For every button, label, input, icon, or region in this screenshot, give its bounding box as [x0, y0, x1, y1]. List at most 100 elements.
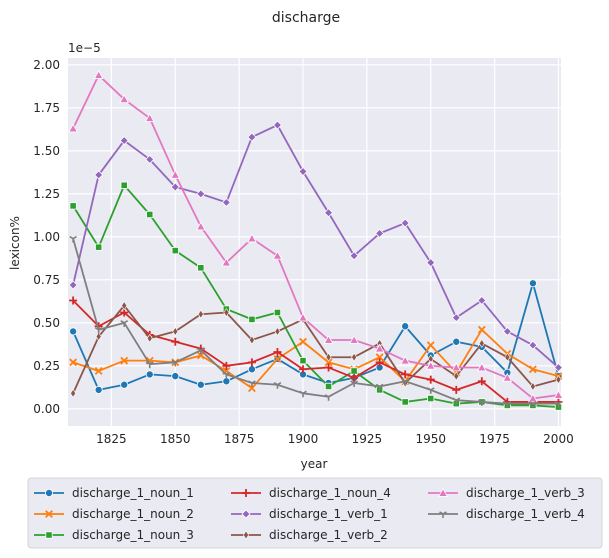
data-point	[452, 337, 461, 346]
legend-entry: discharge_1_verb_3	[428, 486, 585, 500]
data-point	[502, 326, 512, 336]
data-point	[69, 202, 77, 210]
legend-label: discharge_1_verb_2	[269, 528, 388, 542]
series-layer	[68, 70, 564, 411]
legend-entry: discharge_1_noun_4	[231, 486, 391, 500]
data-point	[324, 363, 333, 372]
data-point	[553, 362, 564, 373]
series-line	[72, 282, 560, 391]
y-tick-label: 2.00	[33, 58, 60, 72]
legend-label: discharge_1_verb_3	[466, 486, 585, 500]
legend-label: discharge_1_noun_1	[72, 486, 194, 500]
data-point	[426, 258, 436, 268]
data-point	[477, 399, 486, 406]
data-point	[323, 208, 334, 218]
data-point	[350, 373, 359, 382]
data-point	[324, 382, 333, 391]
data-point	[223, 307, 230, 318]
data-point	[478, 338, 485, 349]
data-point	[120, 181, 128, 189]
data-point	[528, 393, 538, 403]
y-tick-label: 1.25	[33, 187, 60, 201]
data-point	[247, 365, 256, 374]
data-point	[248, 335, 255, 345]
data-point	[94, 367, 103, 375]
x-tick-label: 1825	[96, 432, 127, 446]
series-line	[72, 124, 560, 369]
y-axis-label: lexicon%	[8, 216, 22, 270]
data-point	[299, 337, 307, 346]
data-point	[68, 280, 78, 290]
data-point	[221, 197, 231, 208]
data-point	[453, 371, 460, 381]
x-tick-label: 1950	[415, 432, 446, 446]
data-point	[120, 356, 129, 365]
data-point	[273, 308, 282, 317]
data-point	[504, 352, 511, 362]
x-tick-label: 1900	[288, 432, 319, 446]
legend-entry: discharge_1_noun_3	[34, 528, 194, 542]
y-tick-label: 0.75	[33, 273, 60, 287]
chart-title: discharge	[272, 10, 340, 26]
series-line	[72, 328, 559, 390]
data-point	[247, 132, 257, 142]
data-point	[401, 322, 410, 331]
y-tick-label: 0.50	[33, 316, 60, 330]
y-tick-label: 1.75	[33, 101, 60, 115]
data-point	[349, 251, 359, 261]
data-point	[196, 380, 205, 389]
x-tick-label: 2000	[543, 432, 574, 446]
series-line	[72, 304, 559, 394]
data-point	[529, 400, 537, 408]
data-point	[247, 233, 257, 243]
data-point	[528, 279, 537, 288]
data-point	[197, 264, 205, 272]
data-point	[401, 378, 410, 386]
data-point	[170, 182, 180, 192]
data-point	[274, 326, 281, 336]
data-point	[324, 394, 333, 401]
data-point	[299, 390, 307, 398]
y-tick-label: 0.25	[33, 359, 60, 373]
data-point	[70, 388, 77, 398]
data-point	[351, 352, 358, 362]
data-point	[528, 365, 537, 374]
data-point	[427, 394, 435, 403]
legend-box	[27, 477, 603, 549]
data-point	[452, 385, 461, 394]
data-point	[477, 295, 487, 306]
data-point	[222, 361, 231, 370]
data-point	[68, 123, 78, 133]
data-point	[477, 325, 486, 334]
data-point	[95, 332, 102, 342]
data-point	[350, 367, 358, 375]
data-point	[248, 380, 256, 388]
series-line	[72, 238, 559, 405]
data-point	[95, 243, 103, 251]
data-point	[222, 377, 231, 386]
legend-label: discharge_1_noun_3	[72, 528, 194, 542]
data-point	[171, 359, 180, 367]
data-point	[426, 387, 435, 394]
legend-marker	[243, 530, 249, 540]
series-line	[72, 299, 559, 403]
data-point	[298, 312, 308, 322]
data-point	[172, 326, 179, 336]
data-point	[196, 189, 206, 199]
data-point	[324, 358, 333, 367]
legend-entry: discharge_1_verb_4	[428, 507, 585, 521]
data-point	[222, 371, 231, 379]
data-point	[503, 400, 512, 408]
data-point	[248, 315, 256, 323]
data-point	[426, 341, 435, 350]
legend-marker	[45, 488, 54, 497]
data-point	[528, 340, 538, 350]
data-point	[171, 337, 180, 346]
data-point	[425, 360, 436, 370]
data-point	[452, 397, 461, 405]
legend-marker	[45, 531, 53, 539]
x-tick-label: 1925	[352, 432, 383, 446]
data-point	[553, 390, 564, 399]
data-point	[555, 375, 562, 385]
data-point	[171, 372, 180, 381]
